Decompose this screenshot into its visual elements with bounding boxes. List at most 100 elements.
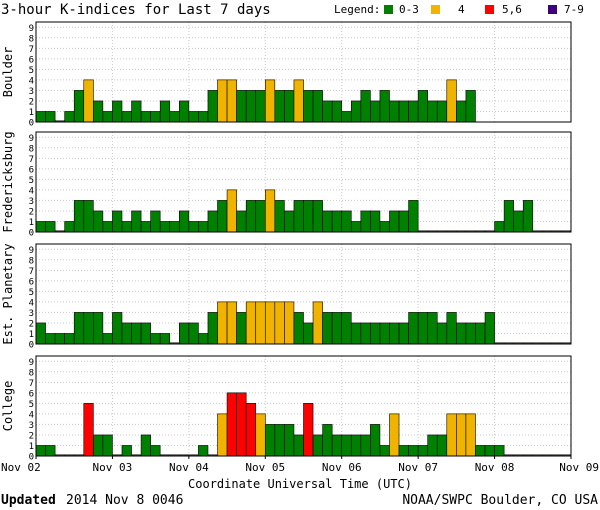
k-index-bar: [322, 312, 333, 345]
k-index-bar: [370, 100, 381, 123]
x-tick-label: Nov 09: [559, 461, 599, 474]
k-index-bar: [150, 210, 161, 233]
x-tick-label: Nov 04: [169, 461, 209, 474]
k-index-bar: [131, 210, 142, 233]
k-index-bar: [513, 210, 524, 233]
k-index-bar: [217, 301, 228, 345]
y-tick-label: 2: [29, 319, 34, 329]
legend-item-4: 4: [458, 3, 465, 16]
k-index-bar: [245, 301, 257, 345]
y-tick-label: 3: [29, 421, 34, 431]
k-index-bar: [284, 424, 295, 457]
k-index-bar: [293, 79, 304, 123]
legend-item-0-3: 0-3: [399, 3, 419, 16]
k-index-bar: [150, 445, 161, 457]
k-index-bar: [112, 312, 123, 345]
k-index-bar: [245, 200, 257, 233]
k-index-bar: [121, 111, 132, 123]
k-index-bar: [45, 111, 56, 123]
k-index-bar: [465, 413, 476, 457]
k-index-bar: [436, 434, 448, 457]
k-index-bar: [217, 79, 228, 123]
k-index-bar: [112, 100, 123, 123]
x-tick-label: Nov 03: [93, 461, 133, 474]
y-tick-label: 1: [29, 108, 34, 118]
k-index-bar: [73, 312, 85, 345]
y-tick-label: 8: [29, 368, 34, 378]
k-index-bar: [226, 79, 237, 123]
k-index-bar: [331, 434, 343, 457]
k-index-bar: [159, 221, 171, 233]
y-tick-label: 5: [29, 176, 34, 186]
legend-item-7-9: 7-9: [564, 3, 584, 16]
k-index-bar: [427, 434, 438, 457]
updated-value: 2014 Nov 8 0046: [66, 493, 183, 508]
k-index-bar: [83, 403, 94, 457]
y-tick-label: 4: [29, 298, 34, 308]
legend-swatch-0-3: [384, 5, 393, 14]
k-index-bar: [140, 322, 151, 345]
k-index-bar: [370, 424, 381, 457]
x-tick-labels: Nov 02 Nov 03 Nov 04 Nov 05 Nov 06 Nov 07 Nov …: [1, 456, 599, 474]
k-index-bar: [169, 111, 180, 123]
k-index-bar: [255, 200, 266, 233]
k-index-bar: [522, 200, 534, 233]
k-index-bar: [217, 200, 228, 233]
y-tick-label: 9: [29, 358, 34, 368]
k-index-bar: [236, 210, 247, 233]
k-index-bar: [475, 445, 486, 457]
k-index-bar: [245, 403, 257, 457]
k-index-bar: [35, 322, 46, 345]
k-index-bar: [494, 221, 505, 233]
k-index-bar: [45, 445, 56, 457]
k-index-bar: [255, 413, 266, 457]
k-index-bar: [360, 322, 371, 345]
k-index-bar: [102, 333, 113, 345]
k-index-bar: [350, 100, 362, 123]
k-index-bar: [159, 100, 171, 123]
k-index-bar: [379, 90, 390, 123]
legend-item-5-6: 5,6: [502, 3, 522, 16]
k-index-bar: [207, 312, 218, 345]
panel-frame: [35, 243, 572, 345]
panel-frame: [35, 131, 572, 233]
k-index-bar: [264, 189, 276, 233]
k-index-bar: [102, 111, 113, 123]
k-index-bar: [198, 333, 209, 345]
k-index-bar: [398, 100, 409, 123]
y-tick-label: 9: [29, 246, 34, 256]
y-tick-label: 2: [29, 97, 34, 107]
k-index-bar: [408, 445, 419, 457]
k-index-bar: [446, 413, 457, 457]
k-index-bar: [350, 221, 362, 233]
k-index-bar: [179, 100, 190, 123]
k-index-bar: [159, 333, 171, 345]
x-tick-label: Nov 06: [322, 461, 362, 474]
k-index-bar: [35, 221, 46, 233]
y-tick-label: 6: [29, 277, 34, 287]
k-index-bar: [312, 301, 323, 345]
k-index-bar: [303, 90, 314, 123]
k-index-bar: [456, 322, 467, 345]
k-index-bar: [360, 434, 371, 457]
k-index-bar: [140, 434, 151, 457]
k-index-bar: [370, 210, 381, 233]
x-tick-label: Nov 08: [475, 461, 515, 474]
k-index-bar: [226, 392, 237, 457]
updated-label: Updated: [1, 493, 56, 508]
k-index-bar: [379, 221, 390, 233]
y-tick-label: 5: [29, 288, 34, 298]
k-index-bar: [35, 445, 46, 457]
k-index-bar: [484, 312, 495, 345]
k-index-bar: [93, 100, 104, 123]
k-index-bar: [456, 100, 467, 123]
panel-frame: [35, 355, 572, 457]
k-index-bar: [140, 221, 151, 233]
k-index-bar: [503, 200, 514, 233]
k-index-bar: [188, 221, 199, 233]
k-index-bar: [303, 322, 314, 345]
k-index-bar: [322, 100, 333, 123]
